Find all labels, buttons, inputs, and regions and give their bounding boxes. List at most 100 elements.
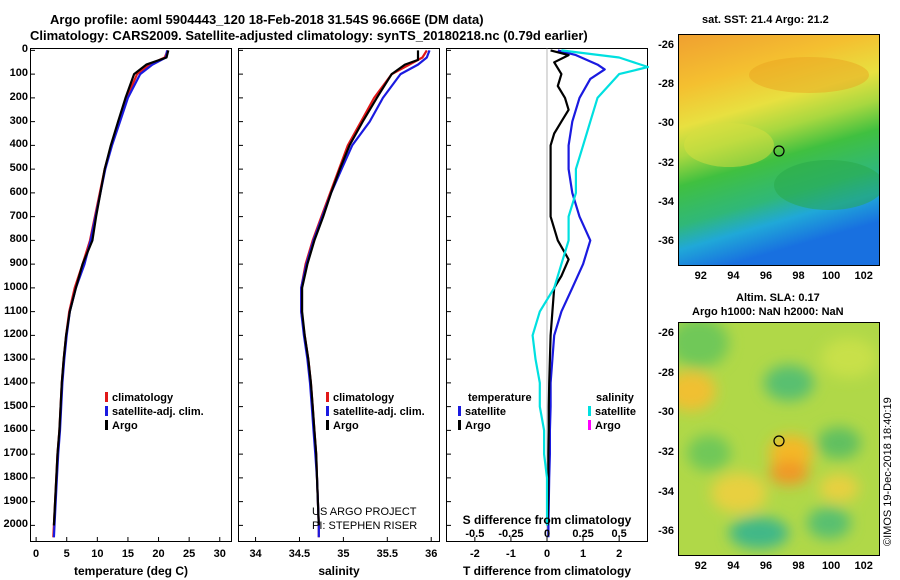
legend-mark <box>105 420 108 430</box>
legend-mark <box>458 420 461 430</box>
depth-tick-label: 1200 <box>3 328 28 341</box>
lon-tick-label: 96 <box>759 560 773 572</box>
project-annotation-2: PI: STEPHEN RISER <box>312 520 418 532</box>
plot-title-line1: Argo profile: aoml 5904443_120 18-Feb-20… <box>50 12 484 27</box>
temperature-panel <box>30 48 232 542</box>
lon-tick-label: 100 <box>821 560 841 572</box>
sla-map-image <box>679 323 879 555</box>
lon-tick-label: 92 <box>694 560 707 572</box>
temp-legend-sat: satellite-adj. clim. <box>105 406 204 418</box>
diff-legend-t-argo: Argo <box>458 420 491 432</box>
lon-tick-label: 96 <box>759 270 773 282</box>
depth-tick-label: 1300 <box>3 352 28 365</box>
s-tick-label: -0.5 <box>465 528 485 540</box>
diff-legend-s-argo: Argo <box>588 420 621 432</box>
difference-plot <box>446 48 650 542</box>
lon-tick-label: 102 <box>854 560 873 572</box>
x-tick-label: -1 <box>506 548 516 560</box>
depth-tick-label: 0 <box>21 43 28 56</box>
depth-tick-label: 1500 <box>3 399 28 412</box>
lon-tick-label: 102 <box>854 270 873 282</box>
salinity-plot <box>238 49 432 542</box>
depth-tick-label: 600 <box>9 185 28 198</box>
depth-tick-label: 1900 <box>3 494 28 507</box>
sla-blob <box>711 473 767 513</box>
series-line-satellite-adj-clim- <box>300 50 431 538</box>
legend-mark <box>105 392 108 402</box>
lon-tick-label: 94 <box>727 270 740 282</box>
sla-map <box>678 322 880 556</box>
depth-tick-label: 1400 <box>3 375 28 388</box>
lat-tick-label: -36 <box>658 525 674 538</box>
x-tick-label: 30 <box>213 548 226 560</box>
depth-tick-label: 200 <box>9 90 28 103</box>
series-line-t-argo <box>546 49 570 526</box>
s-tick-label: 0.25 <box>572 528 594 540</box>
s-tick-label: 0.5 <box>611 528 627 540</box>
depth-tick-label: 1100 <box>4 304 28 317</box>
temperature-x-label: temperature (deg C) <box>73 564 189 578</box>
lon-tick-label: 98 <box>792 270 805 282</box>
series-line-t-satellite <box>547 49 606 538</box>
salinity-x-label: salinity <box>318 564 360 578</box>
project-annotation-1: US ARGO PROJECT <box>312 506 417 518</box>
x-tick-label: 34.5 <box>288 548 311 560</box>
s-difference-label: S difference from climatology <box>462 513 632 527</box>
depth-tick-label: 1000 <box>3 280 28 293</box>
x-tick-label: 35.5 <box>376 548 398 560</box>
lat-tick-label: -28 <box>658 366 674 379</box>
series-line-satellite-adj-clim- <box>52 50 169 538</box>
s-tick-label: -0.25 <box>498 528 524 540</box>
lat-tick-label: -26 <box>658 326 674 339</box>
x-tick-label: 0 <box>33 548 40 560</box>
sla-blob <box>817 427 861 459</box>
x-tick-label: 0 <box>543 548 551 560</box>
salinity-panel <box>238 48 440 542</box>
x-tick-label: 25 <box>183 548 196 560</box>
x-tick-label: 34 <box>249 548 262 560</box>
argo-location-marker <box>773 435 785 447</box>
depth-tick-label: 700 <box>9 209 28 222</box>
diff-legend-s-sat: satellite <box>588 406 636 418</box>
x-tick-label: 20 <box>152 548 165 560</box>
temp-legend-argo: Argo <box>105 420 138 432</box>
lon-tick-label: 100 <box>821 270 841 282</box>
diff-legend-t-sat: satellite <box>458 406 506 418</box>
legend-mark <box>326 420 329 430</box>
sla-blob <box>764 365 814 401</box>
depth-tick-label: 400 <box>9 138 28 151</box>
lat-tick-label: -36 <box>658 235 674 248</box>
sal-legend-argo: Argo <box>326 420 359 432</box>
sla-blob <box>769 435 813 471</box>
depth-tick-label: 800 <box>9 233 28 246</box>
legend-mark <box>588 406 591 416</box>
sst-yellow-patch <box>684 123 774 167</box>
sst-green-patch <box>774 160 879 210</box>
diff-legend-temp-heading: temperature <box>468 392 532 404</box>
legend-mark <box>326 392 329 402</box>
sst-map <box>678 34 880 266</box>
depth-tick-label: 2000 <box>3 518 28 531</box>
depth-tick-label: 1600 <box>3 423 28 436</box>
sal-legend-sat: satellite-adj. clim. <box>326 406 425 418</box>
sla-map-title: Altim. SLA: 0.17 <box>736 292 820 304</box>
lat-tick-label: -32 <box>658 156 674 169</box>
difference-x-label: T difference from climatology <box>462 564 632 578</box>
sla-blob <box>769 461 809 485</box>
sla-blob <box>821 338 877 378</box>
x-tick-label: 35 <box>337 548 350 560</box>
lat-tick-label: -30 <box>658 406 674 419</box>
temp-legend-clim: climatology <box>105 392 173 404</box>
sal-legend-clim: climatology <box>326 392 394 404</box>
depth-tick-label: 900 <box>9 257 28 270</box>
lat-tick-label: -34 <box>658 196 674 209</box>
x-tick-label: 5 <box>63 548 70 560</box>
diff-legend-sal-heading: salinity <box>596 392 634 404</box>
depth-tick-label: 300 <box>9 114 28 127</box>
lon-tick-label: 98 <box>792 560 805 572</box>
lat-tick-label: -34 <box>658 485 674 498</box>
lon-tick-label: 94 <box>727 560 740 572</box>
x-tick-label: -2 <box>469 548 480 560</box>
x-tick-label: 1 <box>580 548 587 560</box>
lon-tick-label: 92 <box>694 270 707 282</box>
